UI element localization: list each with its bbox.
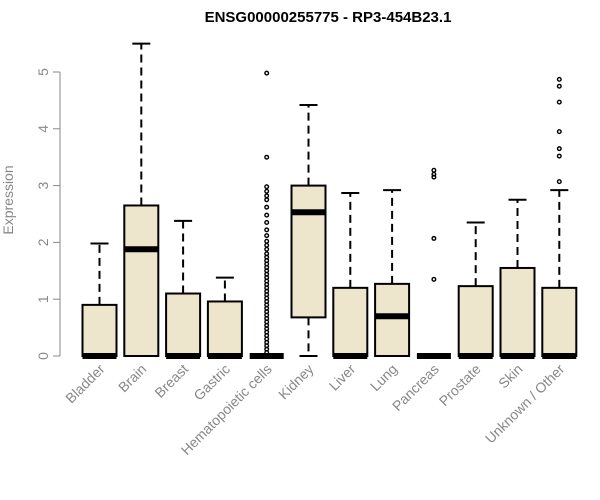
box-rect [332,286,369,357]
y-tick-label: 3 [35,181,51,189]
box-2 [165,219,202,359]
outlier-point [264,246,270,252]
outlier-point [556,76,562,82]
y-tick-label: 5 [35,68,51,76]
box-rect [374,282,411,358]
outlier-point [556,99,562,105]
y-tick-label: 0 [35,352,51,360]
x-tick-label: Brain [115,361,149,395]
box-9 [457,221,494,359]
outlier-point [556,129,562,135]
box-7 [374,189,411,358]
y-tick-label: 1 [35,295,51,303]
box-3 [206,276,243,359]
boxes-group [81,42,578,359]
outlier-point [264,184,270,190]
outlier-point [431,171,437,177]
x-tick-label: Prostate [436,361,484,409]
x-tick-label: Bladder [62,361,108,407]
outlier-point [556,179,562,185]
outlier-point [264,350,270,356]
box-rect [165,292,202,357]
box-0 [81,242,118,359]
outlier-point [264,154,270,160]
outlier-point [264,242,270,248]
box-rect [123,204,160,357]
chart-title: ENSG00000255775 - RP3-454B23.1 [205,9,452,26]
outlier-point [556,153,562,159]
y-tick-label: 2 [35,238,51,246]
outlier-point [264,188,270,194]
outlier-point [264,212,270,218]
y-axis: 0 1 2 3 4 5 [35,68,61,360]
box-rect [290,184,327,319]
outlier-point [264,220,270,226]
box-1 [123,42,160,357]
outlier-point [431,276,437,282]
y-tick-label: 4 [35,125,51,133]
outlier-point [264,204,270,210]
box-rect [206,300,243,357]
box-5 [290,103,327,357]
outlier-point [431,174,437,180]
outlier-point [431,235,437,241]
outlier-point [264,193,270,199]
box-rect [81,303,118,358]
box-rect [541,286,578,357]
box-4 [249,70,284,359]
x-tick-label: Liver [326,361,359,394]
outlier-point [264,233,270,239]
x-tick-label: Breast [151,361,191,401]
y-axis-label: Expression [0,165,16,234]
outlier-point [264,238,270,244]
box-8 [416,167,451,359]
box-6 [332,191,369,359]
outlier-point [556,83,562,89]
x-tick-label: Kidney [275,361,317,403]
outlier-point [556,146,562,152]
box-rect [457,285,494,357]
x-tick-label: Lung [367,361,400,394]
outlier-point [431,167,437,173]
outlier-point [264,227,270,233]
box-rect [499,266,536,357]
x-tick-label: Skin [495,361,526,392]
box-10 [499,198,536,359]
outlier-point [264,70,270,76]
outlier-point [264,197,270,203]
x-tick-label: Unknown / Other [482,361,568,447]
box-11 [541,76,578,359]
